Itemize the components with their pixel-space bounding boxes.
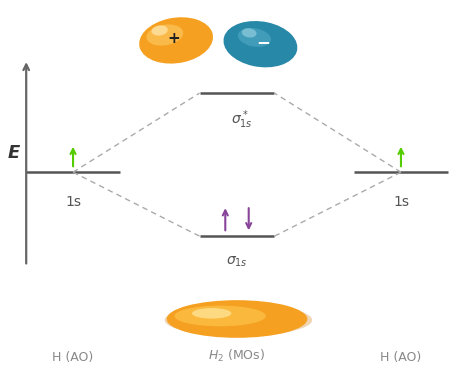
Text: H (AO): H (AO) (53, 351, 94, 364)
Text: $\bfit{E}$: $\bfit{E}$ (8, 144, 21, 162)
Ellipse shape (139, 17, 213, 63)
Text: $\sigma^*_{1s}$: $\sigma^*_{1s}$ (231, 108, 253, 131)
Ellipse shape (164, 304, 312, 336)
Ellipse shape (238, 28, 271, 47)
Text: 1s: 1s (65, 195, 81, 209)
Ellipse shape (152, 25, 168, 36)
Text: $\sigma_{1s}$: $\sigma_{1s}$ (226, 255, 248, 269)
Text: $H_2$ (MOs): $H_2$ (MOs) (209, 348, 265, 364)
Text: +: + (167, 31, 180, 46)
Text: 1s: 1s (393, 195, 409, 209)
Ellipse shape (192, 308, 231, 319)
Ellipse shape (174, 306, 266, 326)
Ellipse shape (167, 300, 307, 338)
Text: −: − (256, 33, 270, 51)
Ellipse shape (242, 28, 256, 37)
Ellipse shape (224, 21, 297, 67)
Text: H (AO): H (AO) (380, 351, 421, 364)
Ellipse shape (146, 24, 183, 45)
